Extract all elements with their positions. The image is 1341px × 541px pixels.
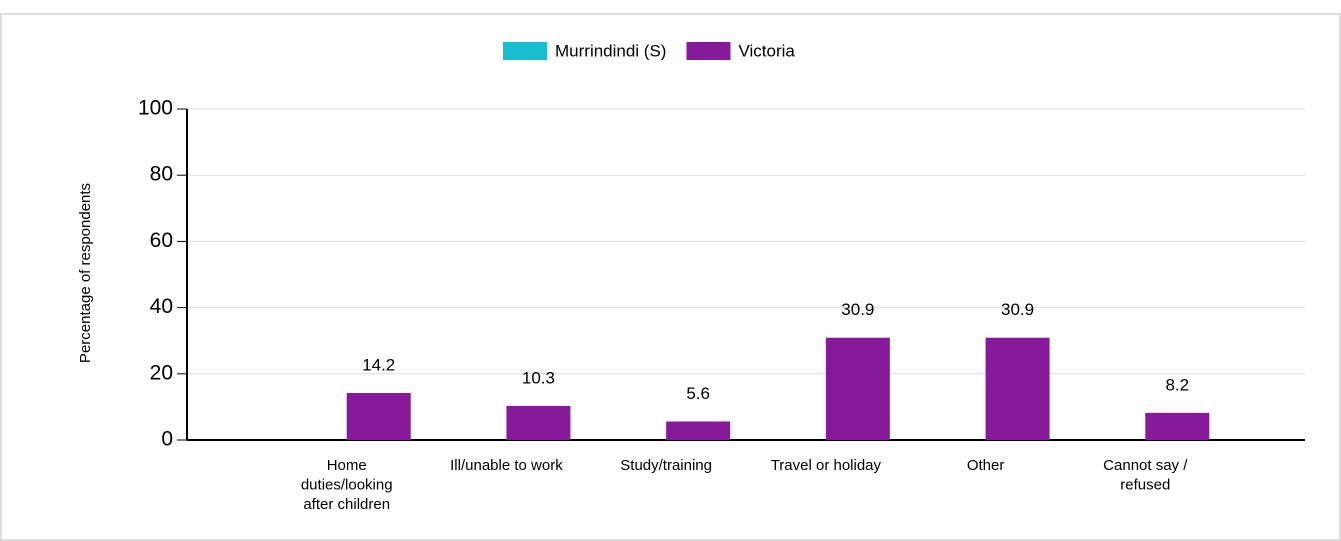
bar bbox=[985, 337, 1050, 440]
data-label: 30.9 bbox=[1001, 300, 1034, 319]
x-tick-label: Study/training bbox=[620, 457, 712, 474]
legend-swatch bbox=[503, 42, 547, 60]
legend-label: Murrindindi (S) bbox=[555, 41, 666, 60]
y-axis-label: Percentage of respondents bbox=[77, 183, 94, 363]
bar bbox=[506, 405, 571, 440]
y-tick-label: 20 bbox=[150, 361, 173, 384]
data-label: 5.6 bbox=[686, 384, 710, 403]
y-tick-label: 60 bbox=[150, 229, 173, 252]
data-label: 10.3 bbox=[522, 368, 555, 387]
bar bbox=[346, 392, 411, 440]
x-tick-label: Cannot say / refused bbox=[1103, 457, 1188, 494]
data-label: 14.2 bbox=[362, 355, 395, 374]
x-tick-label: Home duties/looking after children bbox=[301, 457, 393, 513]
legend-label: Victoria bbox=[738, 41, 795, 60]
y-tick-label: 40 bbox=[150, 295, 173, 318]
data-label: 8.2 bbox=[1165, 375, 1189, 394]
y-tick-label: 80 bbox=[150, 163, 173, 186]
legend-swatch bbox=[686, 42, 731, 60]
x-tick-label: Travel or holiday bbox=[771, 457, 882, 474]
x-tick-label: Other bbox=[967, 457, 1005, 474]
y-tick-label: 0 bbox=[161, 428, 173, 451]
bar bbox=[1145, 412, 1210, 440]
frame bbox=[0, 13, 1341, 541]
x-tick-label: Ill/unable to work bbox=[450, 457, 563, 474]
data-label: 30.9 bbox=[841, 300, 874, 319]
y-tick-label: 100 bbox=[138, 97, 173, 120]
bar bbox=[825, 337, 890, 440]
bar bbox=[666, 421, 731, 440]
